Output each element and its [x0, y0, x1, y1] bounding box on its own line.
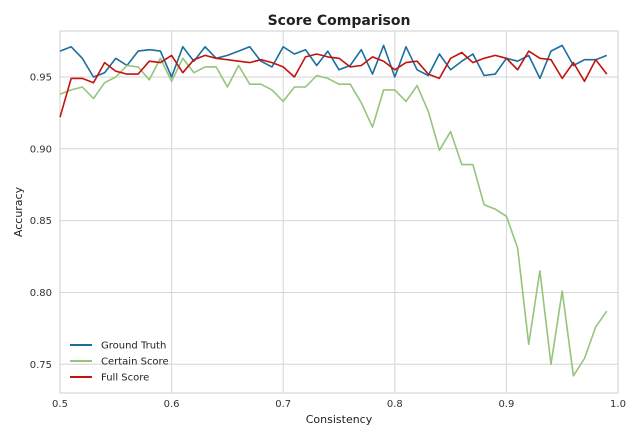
legend-label-ground-truth: Ground Truth — [101, 341, 166, 352]
y-tick-label: 0.95 — [30, 72, 52, 83]
x-tick-label: 0.7 — [275, 399, 291, 410]
x-tick-label: 0.9 — [498, 399, 514, 410]
plot-area — [60, 31, 618, 393]
y-tick-label: 0.75 — [30, 360, 52, 371]
series-line-full-score — [59, 50, 608, 118]
y-tick-label: 0.80 — [30, 288, 52, 299]
x-tick-label: 0.8 — [387, 399, 403, 410]
legend-label-full-score: Full Score — [101, 373, 149, 384]
series-line-ground-truth — [59, 44, 608, 80]
y-tick-label: 0.85 — [30, 216, 52, 227]
x-axis-ticks: 0.5 0.6 0.7 0.8 0.9 1.0 — [52, 399, 626, 410]
grid-lines — [59, 30, 619, 394]
y-tick-label: 0.90 — [30, 144, 52, 155]
y-axis-ticks: 0.75 0.80 0.85 0.90 0.95 — [30, 72, 52, 370]
legend-label-certain-score: Certain Score — [101, 357, 169, 368]
chart-title: Score Comparison — [268, 13, 411, 29]
plot-frame — [59, 30, 619, 394]
y-axis-label: Accuracy — [12, 186, 25, 237]
x-tick-label: 0.6 — [164, 399, 180, 410]
x-tick-label: 0.5 — [52, 399, 68, 410]
series-line-certain-score — [59, 57, 608, 377]
series-lines — [59, 44, 608, 377]
legend: Ground Truth Certain Score Full Score — [70, 341, 169, 384]
x-tick-label: 1.0 — [610, 399, 626, 410]
x-axis-label: Consistency — [306, 413, 373, 426]
